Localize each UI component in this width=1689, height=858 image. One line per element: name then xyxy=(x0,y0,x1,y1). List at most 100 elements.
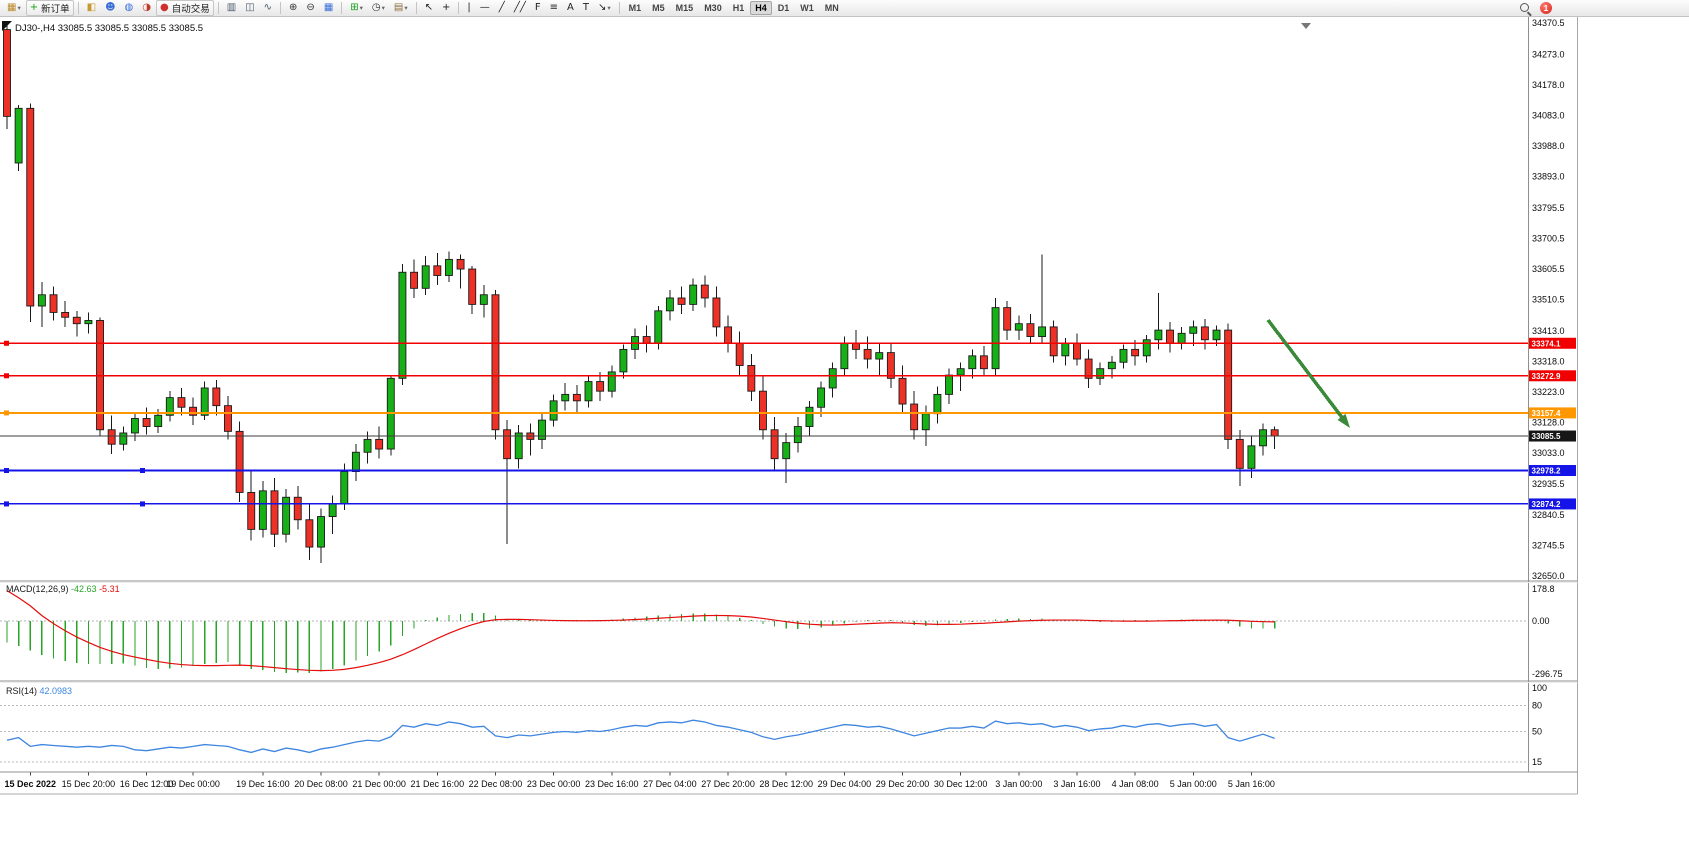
text-label-icon[interactable]: T xyxy=(579,0,593,16)
candles-series[interactable] xyxy=(3,23,1279,564)
chevron-down-icon: ▾ xyxy=(404,4,408,12)
svg-text:33085.5: 33085.5 xyxy=(1532,432,1561,441)
chart-markers[interactable] xyxy=(2,21,1311,31)
svg-text:33510.5: 33510.5 xyxy=(1532,294,1565,304)
trend-arrow[interactable] xyxy=(1266,318,1350,428)
svg-text:3 Jan 16:00: 3 Jan 16:00 xyxy=(1053,779,1100,789)
tile-windows-icon[interactable]: ▦ xyxy=(320,0,337,16)
indicators-icon: ⊞ xyxy=(350,2,359,13)
svg-text:28 Dec 12:00: 28 Dec 12:00 xyxy=(759,779,813,789)
svg-text:34273.0: 34273.0 xyxy=(1532,49,1565,59)
autotrading-button[interactable]: ● 自动交易 xyxy=(155,0,214,16)
indicators-icon[interactable]: ⊞ ▾ xyxy=(346,0,367,16)
svg-text:23 Dec 00:00: 23 Dec 00:00 xyxy=(527,779,581,789)
text-icon[interactable]: A xyxy=(563,0,578,16)
candlestick-chart-icon[interactable]: ◫ xyxy=(241,0,258,16)
line-chart-icon: ∿ xyxy=(263,2,273,13)
trendline-icon: ╱ xyxy=(498,2,505,13)
timeframe-w1[interactable]: W1 xyxy=(800,3,814,13)
svg-text:-296.75: -296.75 xyxy=(1532,669,1563,679)
svg-text:29 Dec 20:00: 29 Dec 20:00 xyxy=(876,779,930,789)
toolbar-separator xyxy=(618,2,620,14)
svg-text:27 Dec 04:00: 27 Dec 04:00 xyxy=(643,779,697,789)
timeframe-m1[interactable]: M1 xyxy=(628,3,642,13)
market-watch-icon[interactable]: ◧ xyxy=(83,0,100,16)
new-order-button: + xyxy=(29,2,39,13)
svg-text:33223.0: 33223.0 xyxy=(1532,387,1565,397)
svg-text:33318.0: 33318.0 xyxy=(1532,356,1565,366)
new-order-button-label: 新订单 xyxy=(41,4,70,15)
svg-text:178.8: 178.8 xyxy=(1532,584,1555,594)
terminal-icon[interactable]: ◍ xyxy=(121,0,138,16)
chevron-down-icon: ▾ xyxy=(381,4,385,12)
svg-text:33700.5: 33700.5 xyxy=(1532,233,1565,243)
autotrading-button: ● xyxy=(159,2,169,13)
arrows-icon[interactable]: ↘ ▾ xyxy=(594,0,615,16)
svg-text:DJ30-,H4 33085.5 33085.5 33085: DJ30-,H4 33085.5 33085.5 33085.5 33085.5 xyxy=(15,23,203,34)
svg-text:32745.5: 32745.5 xyxy=(1532,540,1565,550)
svg-text:22 Dec 08:00: 22 Dec 08:00 xyxy=(469,779,523,789)
zoom-out-icon[interactable]: ⊖ xyxy=(302,0,318,16)
svg-text:19 Dec 00:00: 19 Dec 00:00 xyxy=(166,779,220,789)
new-chart-icon[interactable]: ▦ ▾ xyxy=(3,0,25,16)
svg-text:33128.0: 33128.0 xyxy=(1532,417,1565,427)
fibonacci-icon[interactable]: F xyxy=(531,0,545,16)
timeframe-m5[interactable]: M5 xyxy=(652,3,665,13)
price-tags: 33374.1 33272.9 33157.4 33085.5 32978.2 32874… xyxy=(1529,337,1576,510)
rsi-panel[interactable]: 100 80 50 15 RSI(14) 42.0983 xyxy=(0,683,1547,767)
toolbar-separator xyxy=(217,2,219,14)
timeframe-d1[interactable]: D1 xyxy=(777,3,790,13)
equidistant-channel-icon[interactable]: ╱╱ xyxy=(510,0,530,16)
horizontal-line-icon[interactable]: — xyxy=(476,0,494,16)
svg-text:34083.0: 34083.0 xyxy=(1532,110,1565,120)
templates-icon[interactable]: ▤ ▾ xyxy=(390,0,412,16)
price-axis[interactable]: 34370.5 34273.0 34178.0 34083.0 33988.0 33893… xyxy=(1532,18,1565,581)
new-order-button[interactable]: + 新订单 xyxy=(25,0,74,16)
line-chart-icon[interactable]: ∿ xyxy=(260,0,276,16)
svg-text:34370.5: 34370.5 xyxy=(1532,18,1565,28)
horizontal-lines[interactable] xyxy=(0,340,1528,507)
timeframe-m30[interactable]: M30 xyxy=(704,3,722,13)
svg-text:15 Dec 20:00: 15 Dec 20:00 xyxy=(62,779,116,789)
svg-text:33795.5: 33795.5 xyxy=(1532,203,1565,213)
svg-text:32935.5: 32935.5 xyxy=(1532,479,1565,489)
crosshair-icon[interactable]: + xyxy=(438,0,454,16)
zoom-out-icon: ⊖ xyxy=(306,2,315,13)
zoom-in-icon[interactable]: ⊕ xyxy=(285,0,301,16)
symbol-ohlc-label: DJ30-,H4 33085.5 33085.5 33085.5 33085.5 xyxy=(15,23,203,34)
cursor-icon[interactable]: ↖ xyxy=(421,0,437,16)
periods-icon: ◷ xyxy=(371,2,381,13)
vertical-line-icon[interactable]: | xyxy=(463,0,474,16)
autotrading-button-label: 自动交易 xyxy=(171,4,210,15)
svg-text:19 Dec 16:00: 19 Dec 16:00 xyxy=(236,779,290,789)
macd-panel[interactable]: 178.8 0.00 -296.75 MACD(12,26,9) -42.63 -5.… xyxy=(0,584,1563,679)
timeframe-mn[interactable]: MN xyxy=(824,3,839,13)
toolbar-separator xyxy=(280,2,282,14)
bar-chart-icon[interactable]: ▥ xyxy=(223,0,240,16)
timeframe-h4[interactable]: H4 xyxy=(750,1,772,15)
strategy-tester-icon[interactable]: ◑ xyxy=(138,0,155,16)
notification-badge[interactable]: 1 xyxy=(1540,2,1552,14)
svg-text:32978.2: 32978.2 xyxy=(1532,467,1561,476)
zoom-in-icon: ⊕ xyxy=(289,2,298,13)
svg-text:21 Dec 16:00: 21 Dec 16:00 xyxy=(411,779,465,789)
new-chart-icon: ▦ xyxy=(7,2,17,13)
svg-text:100: 100 xyxy=(1532,683,1547,693)
svg-text:5 Jan 16:00: 5 Jan 16:00 xyxy=(1228,779,1275,789)
grid-lines-icon[interactable]: ≡ xyxy=(546,0,562,16)
navigator-icon[interactable]: ☻ xyxy=(101,0,119,16)
trendline-icon[interactable]: ╱ xyxy=(495,0,509,16)
svg-text:34178.0: 34178.0 xyxy=(1532,80,1565,90)
periods-icon[interactable]: ◷ ▾ xyxy=(368,0,389,16)
svg-text:33374.1: 33374.1 xyxy=(1532,339,1561,348)
text-label-icon: T xyxy=(582,2,589,13)
svg-text:50: 50 xyxy=(1532,727,1542,737)
svg-text:3 Jan 00:00: 3 Jan 00:00 xyxy=(995,779,1042,789)
timeframe-m15[interactable]: M15 xyxy=(675,3,694,13)
chevron-down-icon: ▾ xyxy=(359,4,363,12)
search-icon[interactable] xyxy=(1520,3,1529,12)
timeframe-h1[interactable]: H1 xyxy=(732,3,745,13)
toolbar-separator xyxy=(415,2,417,14)
